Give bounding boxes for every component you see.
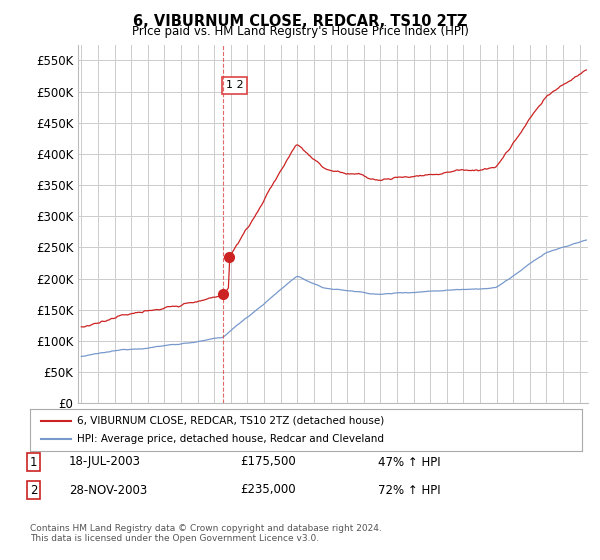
Text: £235,000: £235,000: [240, 483, 296, 497]
Text: HPI: Average price, detached house, Redcar and Cleveland: HPI: Average price, detached house, Redc…: [77, 434, 384, 444]
Text: Price paid vs. HM Land Registry's House Price Index (HPI): Price paid vs. HM Land Registry's House …: [131, 25, 469, 38]
Text: Contains HM Land Registry data © Crown copyright and database right 2024.
This d: Contains HM Land Registry data © Crown c…: [30, 524, 382, 543]
Text: 47% ↑ HPI: 47% ↑ HPI: [378, 455, 440, 469]
Text: 28-NOV-2003: 28-NOV-2003: [69, 483, 147, 497]
Text: 6, VIBURNUM CLOSE, REDCAR, TS10 2TZ (detached house): 6, VIBURNUM CLOSE, REDCAR, TS10 2TZ (det…: [77, 416, 384, 426]
Text: 6, VIBURNUM CLOSE, REDCAR, TS10 2TZ: 6, VIBURNUM CLOSE, REDCAR, TS10 2TZ: [133, 14, 467, 29]
Text: 1: 1: [30, 455, 37, 469]
Text: £175,500: £175,500: [240, 455, 296, 469]
Text: 2: 2: [30, 483, 37, 497]
Text: 72% ↑ HPI: 72% ↑ HPI: [378, 483, 440, 497]
Text: 18-JUL-2003: 18-JUL-2003: [69, 455, 141, 469]
Text: 1 2: 1 2: [226, 80, 244, 90]
